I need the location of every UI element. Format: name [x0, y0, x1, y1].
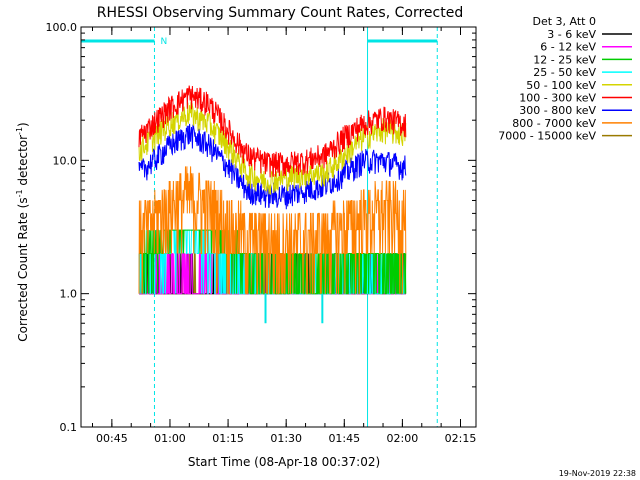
y-tick-label: 1.0 — [60, 288, 78, 301]
series-line-6 — [138, 123, 407, 210]
x-tick-label: 01:15 — [212, 432, 244, 445]
night-marker-label: N — [160, 37, 167, 47]
legend-entry-label: 12 - 25 keV — [533, 53, 596, 66]
series-line-5 — [138, 85, 407, 178]
legend-entry-label: 50 - 100 keV — [526, 79, 596, 92]
legend-entry-label: 3 - 6 keV — [547, 28, 596, 41]
x-tick-label: 01:45 — [328, 432, 360, 445]
series-line-7 — [138, 166, 407, 295]
legend-entry-label: 100 - 300 keV — [519, 92, 596, 105]
y-tick-label: 100.0 — [46, 21, 78, 34]
x-tick-label: 01:00 — [154, 432, 186, 445]
x-tick-label: 02:15 — [445, 432, 477, 445]
legend-entry-label: 6 - 12 keV — [540, 41, 596, 54]
legend-entry-label: 300 - 800 keV — [519, 104, 596, 117]
x-tick-label: 00:45 — [96, 432, 128, 445]
legend-entry-label: 25 - 50 keV — [533, 66, 596, 79]
legend-entry-label: 800 - 7000 keV — [512, 117, 596, 130]
y-axis-label: Corrected Count Rate (s-1 detector-1) — [15, 122, 30, 341]
timestamp-label: 19-Nov-2019 22:38 — [559, 469, 636, 478]
legend-entry-label: 7000 - 15000 keV — [498, 130, 596, 143]
x-axis-label: Start Time (08-Apr-18 00:37:02) — [188, 455, 380, 469]
x-tick-label: 01:30 — [270, 432, 302, 445]
legend-title: Det 3, Att 0 — [533, 15, 597, 28]
y-tick-label: 0.1 — [60, 421, 78, 434]
plot-frame — [80, 26, 477, 428]
y-tick-label: 10.0 — [53, 154, 78, 167]
x-tick-label: 02:00 — [387, 432, 419, 445]
chart-title: RHESSI Observing Summary Count Rates, Co… — [97, 5, 463, 21]
axes: 0.1 1.0 10.0 100.0 00:45 01:00 01:15 01:30 01:45… — [46, 21, 477, 445]
